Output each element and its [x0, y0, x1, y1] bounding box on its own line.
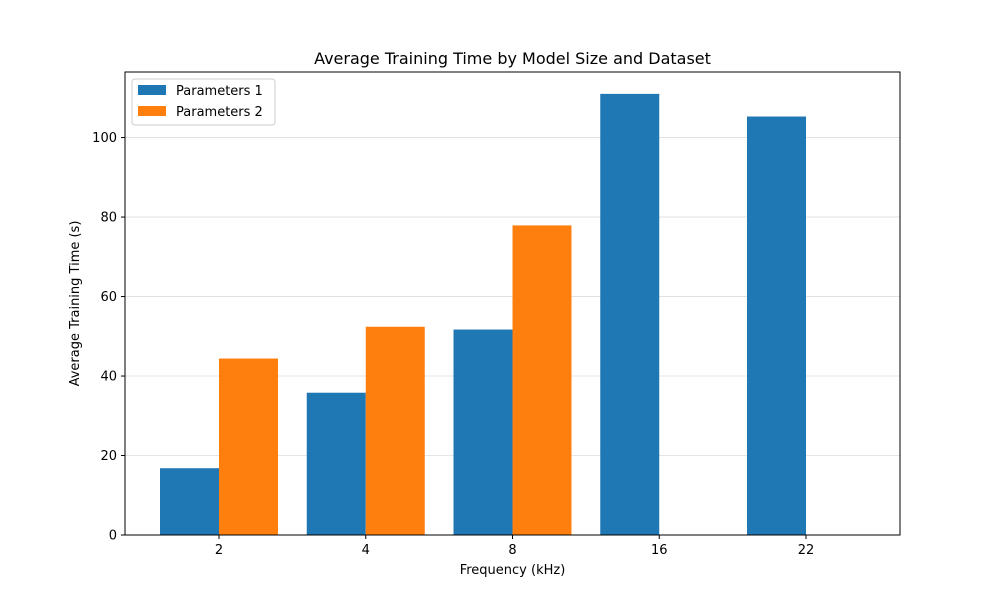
bar-1-16	[600, 93, 660, 535]
bar-2-2	[219, 358, 278, 535]
bar-1-22	[747, 116, 806, 535]
y-tick-label: 80	[100, 211, 117, 226]
legend-swatch	[138, 106, 166, 116]
legend: Parameters 1 Parameters 2	[131, 78, 276, 126]
bars	[160, 93, 806, 535]
legend-label: Parameters 2	[176, 105, 263, 120]
bar-2-8	[512, 225, 572, 535]
bar-2-4	[365, 326, 425, 535]
y-tick-label: 0	[109, 529, 117, 544]
bar-1-2	[160, 468, 219, 535]
x-tick-label: 4	[362, 543, 370, 558]
legend-swatch	[138, 85, 166, 95]
chart-title: Average Training Time by Model Size and …	[314, 49, 711, 68]
y-tick-label: 40	[100, 370, 117, 385]
y-tick-label: 60	[100, 290, 117, 305]
bar-1-4	[306, 392, 366, 535]
y-axis-label: Average Training Time (s)	[68, 221, 83, 387]
x-tick-label: 22	[798, 543, 815, 558]
legend-label: Parameters 1	[176, 84, 263, 99]
y-axis-ticks: 0 20 40 60 80 100	[92, 131, 125, 544]
x-tick-label: 8	[508, 543, 516, 558]
x-tick-label: 2	[215, 543, 223, 558]
bar-1-8	[453, 329, 513, 535]
legend-box	[131, 78, 276, 126]
y-tick-label: 20	[100, 449, 117, 464]
x-axis-label: Frequency (kHz)	[460, 563, 566, 578]
y-tick-label: 100	[92, 131, 117, 146]
x-axis-ticks: 2 4 8 16 22	[215, 535, 814, 558]
x-tick-label: 16	[651, 543, 668, 558]
